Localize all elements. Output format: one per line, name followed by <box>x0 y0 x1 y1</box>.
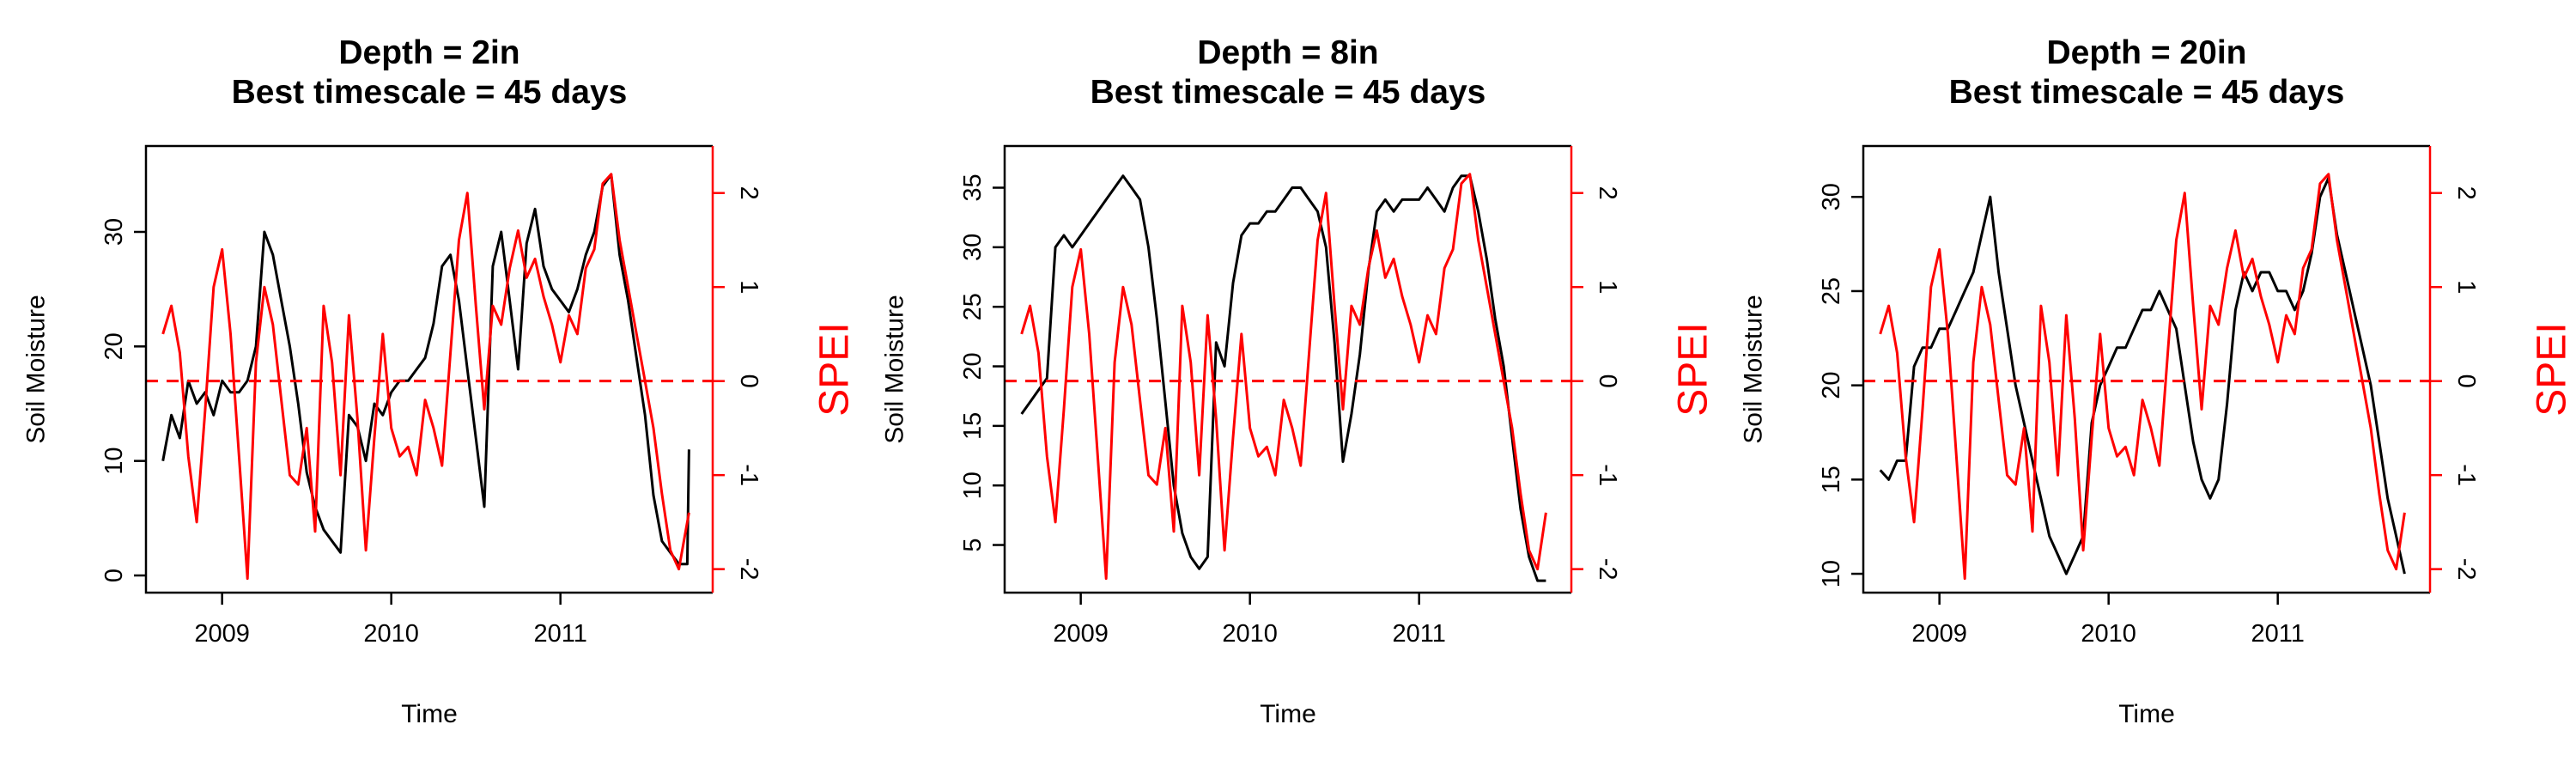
y-axis-label: Soil Moisture <box>1740 295 1768 443</box>
y2-tick-label: -1 <box>735 464 762 486</box>
y-tick-label: 15 <box>959 412 987 440</box>
y2-tick-label: 1 <box>735 280 762 294</box>
y-tick-label: 10 <box>100 447 128 475</box>
soil-moisture-series-line <box>1879 176 2406 575</box>
spei-series-line <box>161 173 690 581</box>
chart-title-line-2: Best timescale = 45 days <box>1091 74 1486 111</box>
chart-title-line-1: Depth = 8in <box>1197 34 1378 71</box>
y-tick-label: 0 <box>100 569 128 582</box>
y-axis-label: Soil Moisture <box>22 295 51 443</box>
chart-title-line-2: Best timescale = 45 days <box>232 74 628 111</box>
y2-tick-label: 1 <box>2452 280 2480 294</box>
x-axis-label: Time <box>401 700 458 728</box>
x-tick-label: 2011 <box>533 620 586 648</box>
y-tick-label: 20 <box>959 352 987 380</box>
y2-axis-label: SPEI <box>2530 322 2575 416</box>
y-tick-label: 35 <box>959 173 987 201</box>
x-axis-label: Time <box>1260 700 1316 728</box>
y-axis-label: Soil Moisture <box>881 295 909 443</box>
y-tick-label: 20 <box>100 332 128 360</box>
chart-title-line-2: Best timescale = 45 days <box>1949 74 2345 111</box>
y-tick-label: 10 <box>959 472 987 499</box>
y-tick-label: 20 <box>1818 372 1845 399</box>
spei-series-line <box>1020 173 1547 581</box>
chart-title-line-1: Depth = 2in <box>338 34 519 71</box>
x-tick-label: 2011 <box>1392 620 1445 648</box>
y2-tick-label: 0 <box>1594 374 1621 388</box>
y-tick-label: 30 <box>959 234 987 261</box>
soil-moisture-series-line <box>1020 174 1546 582</box>
plot-frame <box>144 144 713 594</box>
y2-tick-label: 2 <box>735 186 762 200</box>
y2-tick-label: 2 <box>2452 186 2480 200</box>
y2-axis-label: SPEI <box>812 322 858 416</box>
y-tick-label: 5 <box>959 538 987 551</box>
chart-title-line-1: Depth = 20in <box>2047 34 2247 71</box>
y-tick-label: 30 <box>100 218 128 246</box>
y2-axis-label: SPEI <box>1671 322 1716 416</box>
y-tick-label: 25 <box>959 293 987 320</box>
plot-frame <box>1862 144 2430 594</box>
x-tick-label: 2011 <box>2251 620 2304 648</box>
y2-tick-label: 1 <box>1594 280 1621 294</box>
x-tick-label: 2010 <box>363 620 419 648</box>
y2-tick-label: -1 <box>2452 464 2480 486</box>
y-tick-label: 30 <box>1818 183 1845 210</box>
y-tick-label: 15 <box>1818 466 1845 493</box>
y2-tick-label: -2 <box>1594 558 1621 581</box>
y2-tick-label: -1 <box>1594 464 1621 486</box>
x-axis-label: Time <box>2118 700 2175 728</box>
x-tick-label: 2010 <box>1222 620 1278 648</box>
y2-tick-label: 0 <box>2452 374 2480 388</box>
x-tick-label: 2009 <box>194 620 250 648</box>
y2-tick-label: 0 <box>735 374 762 388</box>
y2-tick-label: -2 <box>2452 558 2480 581</box>
spei-series-line <box>1879 173 2406 581</box>
y2-tick-label: -2 <box>735 558 762 581</box>
plot-frame <box>1003 144 1571 594</box>
x-tick-label: 2009 <box>1911 620 1967 648</box>
x-tick-label: 2009 <box>1053 620 1109 648</box>
x-tick-label: 2010 <box>2081 620 2136 648</box>
y-tick-label: 10 <box>1818 560 1845 587</box>
y-tick-label: 25 <box>1818 277 1845 305</box>
y2-tick-label: 2 <box>1594 186 1621 200</box>
